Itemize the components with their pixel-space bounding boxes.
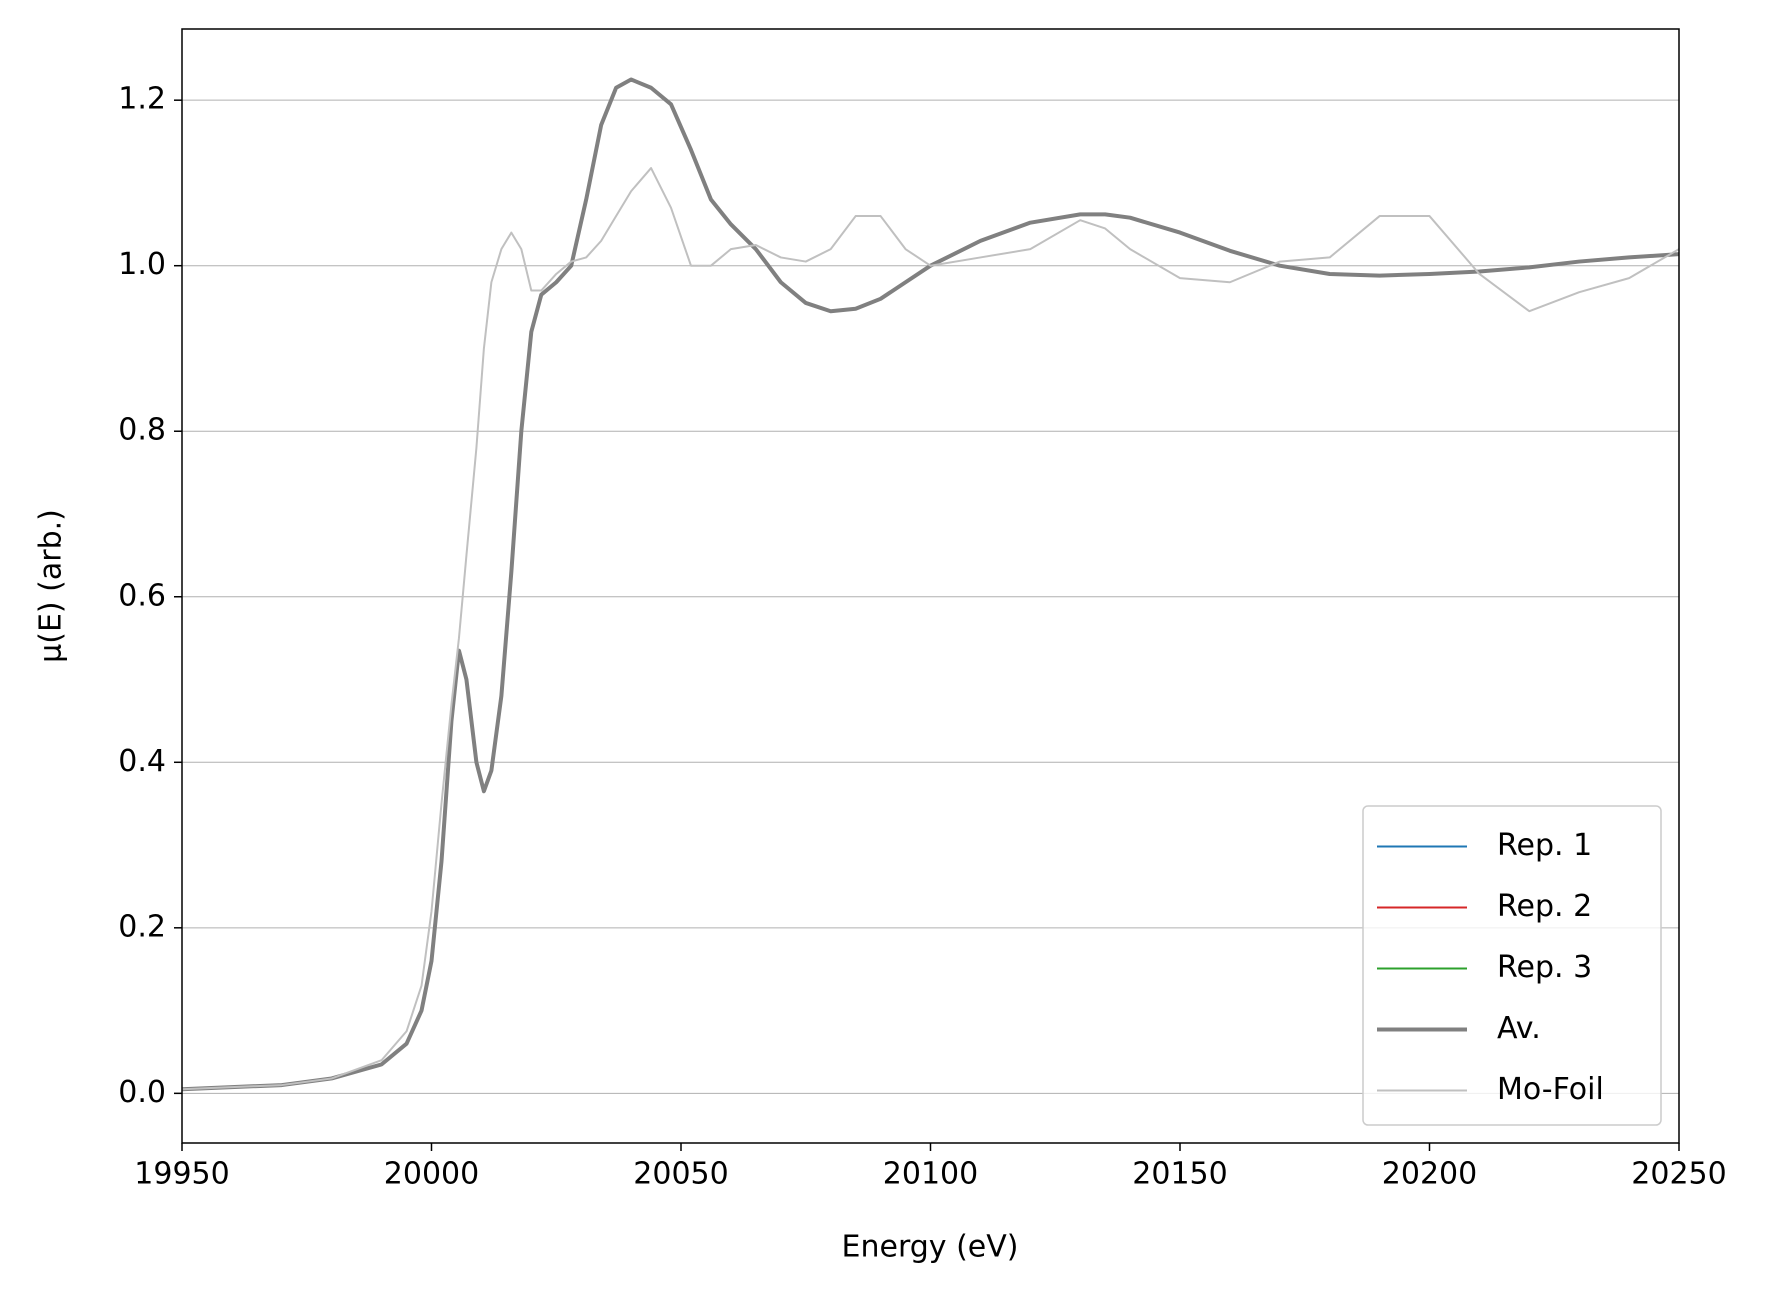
x-tick-label: 20150 <box>1132 1157 1227 1192</box>
legend-label: Mo-Foil <box>1497 1072 1604 1107</box>
legend-label: Av. <box>1497 1011 1541 1046</box>
line <box>182 77 1679 1092</box>
legend-label: Rep. 1 <box>1497 828 1592 863</box>
y-tick-label: 0.6 <box>118 578 166 613</box>
x-tick-label: 20200 <box>1382 1157 1477 1192</box>
y-tick-label: 0.4 <box>118 744 166 779</box>
y-axis-label: μ(E) (arb.) <box>34 509 69 663</box>
y-tick-label: 1.2 <box>118 82 166 117</box>
y-tick-label: 1.0 <box>118 247 166 282</box>
x-tick-label: 20250 <box>1631 1157 1726 1192</box>
x-tick-label: 19950 <box>134 1157 229 1192</box>
x-axis-label: Energy (eV) <box>842 1230 1019 1265</box>
legend-label: Rep. 3 <box>1497 950 1592 985</box>
legend-box <box>1362 805 1662 1126</box>
x-tick-label: 20000 <box>384 1157 479 1192</box>
line <box>182 167 1679 1091</box>
x-tick-label: 20100 <box>883 1157 978 1192</box>
y-tick-label: 0.0 <box>118 1075 166 1110</box>
y-tick-label: 0.8 <box>118 413 166 448</box>
plot-frame <box>181 28 1680 1144</box>
y-tick-label: 0.2 <box>118 909 166 944</box>
x-tick-label: 20050 <box>633 1157 728 1192</box>
legend-label: Rep. 2 <box>1497 889 1592 924</box>
